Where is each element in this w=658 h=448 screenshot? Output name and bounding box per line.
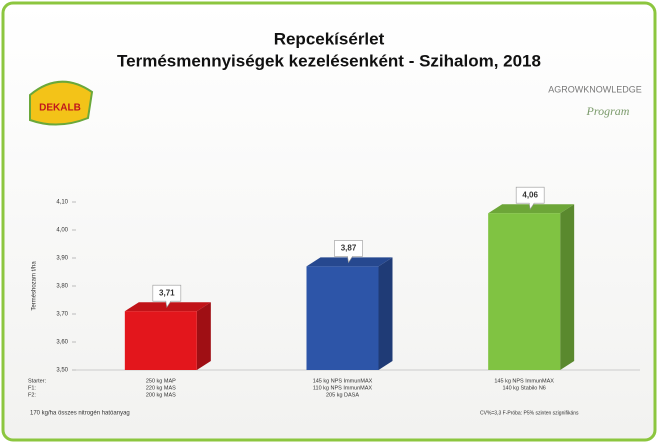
y-tick-label: 3,50 [56, 368, 68, 374]
bar [488, 204, 575, 370]
logo-right-sub: Program [586, 104, 630, 118]
x-tick-label: 200 kg MAS [146, 392, 176, 398]
bar [124, 302, 211, 370]
y-tick-label: 4,10 [56, 200, 68, 206]
row-label: Starter: [28, 378, 47, 384]
logo-right-text: AGROWKNOWLEDGE [548, 84, 642, 94]
x-tick-label: 250 kg MAP [146, 378, 176, 384]
value-callout [515, 186, 545, 210]
value-callout [334, 240, 363, 264]
x-tick-label: 110 kg NPS ImmunMAX [313, 385, 373, 391]
bar-top [488, 204, 575, 214]
value-callout [152, 284, 182, 308]
bar-front [124, 311, 197, 370]
y-tick-label: 3,80 [56, 284, 68, 290]
footer-right: CV%=3,3 F-Próba: P5% szinten szignifikán… [480, 410, 579, 416]
x-tick-label: 145 kg NPS ImmunMAX [494, 378, 554, 384]
y-axis-label: Terméshozam t/ha [32, 261, 38, 311]
value-label: 4,06 [522, 190, 538, 199]
bar-side [378, 257, 393, 370]
footer-left: 170 kg/ha összes nitrogén hatóanyag [30, 411, 130, 417]
bar-side [196, 302, 211, 370]
y-tick-label: 3,60 [56, 340, 68, 346]
x-tick-label: 220 kg MAS [146, 385, 176, 391]
logo-left: DEKALB [29, 80, 94, 126]
logo-left-text: DEKALB [39, 103, 81, 114]
chart-subtitle: Termésmennyiségek kezelésenként - Szihal… [117, 51, 541, 70]
bar-front [306, 266, 379, 370]
row-label: F2: [28, 392, 36, 398]
y-tick-label: 4,00 [56, 228, 68, 234]
value-label: 3,87 [341, 244, 357, 253]
y-tick-label: 3,90 [56, 256, 68, 262]
x-tick-label: 205 kg DASA [326, 392, 359, 398]
bar-top [124, 302, 211, 312]
value-label: 3,71 [159, 288, 175, 297]
bar-side [560, 204, 575, 370]
bar-front [488, 213, 561, 370]
x-tick-label: 145 kg NPS ImmunMAX [313, 378, 373, 384]
row-label: F1: [28, 385, 36, 391]
bar [306, 257, 393, 370]
bar-top [306, 257, 393, 267]
chart-title: Repcekísérlet [274, 29, 385, 48]
x-tick-label: 140 kg Stabilo N6 [502, 385, 545, 391]
logo-right: AGROWKNOWLEDGE Program [548, 84, 642, 117]
y-tick-label: 3,70 [56, 312, 68, 318]
